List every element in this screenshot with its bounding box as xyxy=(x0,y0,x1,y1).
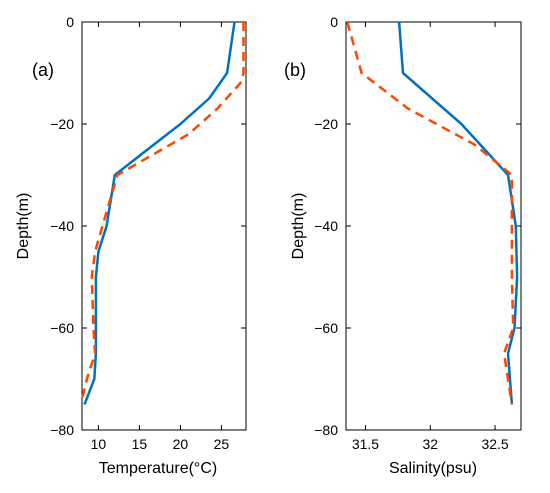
panel-a-xtick-label: 20 xyxy=(173,436,189,452)
panel-b-xtick-label: 32.5 xyxy=(481,436,508,452)
panel-b-label: (b) xyxy=(284,60,306,80)
panel-b-ylabel: Depth(m) xyxy=(290,193,307,260)
panel-a-ylabel: Depth(m) xyxy=(15,193,32,260)
panel-a-xlabel: Temperature(°C) xyxy=(99,460,217,477)
panel-b-xtick-label: 31.5 xyxy=(352,436,379,452)
panel-b-ytick-label: −40 xyxy=(314,218,338,234)
panel-b-series-solid xyxy=(397,21,519,405)
panel-a-ytick-label: 0 xyxy=(66,14,74,30)
panel-a-ytick-label: −20 xyxy=(50,116,74,132)
panel-b-ytick-label: −80 xyxy=(314,422,338,438)
panel-a-label: (a) xyxy=(32,60,54,80)
panel-temperature: (a) Temperature(°C) Depth(m) 10 15 20 25 0 −2… xyxy=(15,14,247,477)
panel-b-ytick-label: −20 xyxy=(314,116,338,132)
panel-b-ytick-label: 0 xyxy=(330,14,338,30)
panel-a-series-dashed xyxy=(80,22,245,400)
panel-salinity: (b) Salinity(psu) Depth(m) 31.5 32 32.5 0 −2… xyxy=(284,14,522,477)
panel-a-ytick-label: −80 xyxy=(50,422,74,438)
panel-a-xtick-label: 10 xyxy=(91,436,107,452)
panel-a-series-solid xyxy=(83,21,236,405)
panel-a-xtick-label: 15 xyxy=(132,436,148,452)
panel-b-xlabel: Salinity(psu) xyxy=(389,460,477,477)
panel-a-ytick-label: −60 xyxy=(50,320,74,336)
panel-b-ytick-label: −60 xyxy=(314,320,338,336)
panel-b-xtick-label: 32 xyxy=(422,436,438,452)
panel-b-series-dashed xyxy=(346,21,515,405)
panel-a-xtick-label: 25 xyxy=(214,436,230,452)
panel-a-ytick-label: −40 xyxy=(50,218,74,234)
